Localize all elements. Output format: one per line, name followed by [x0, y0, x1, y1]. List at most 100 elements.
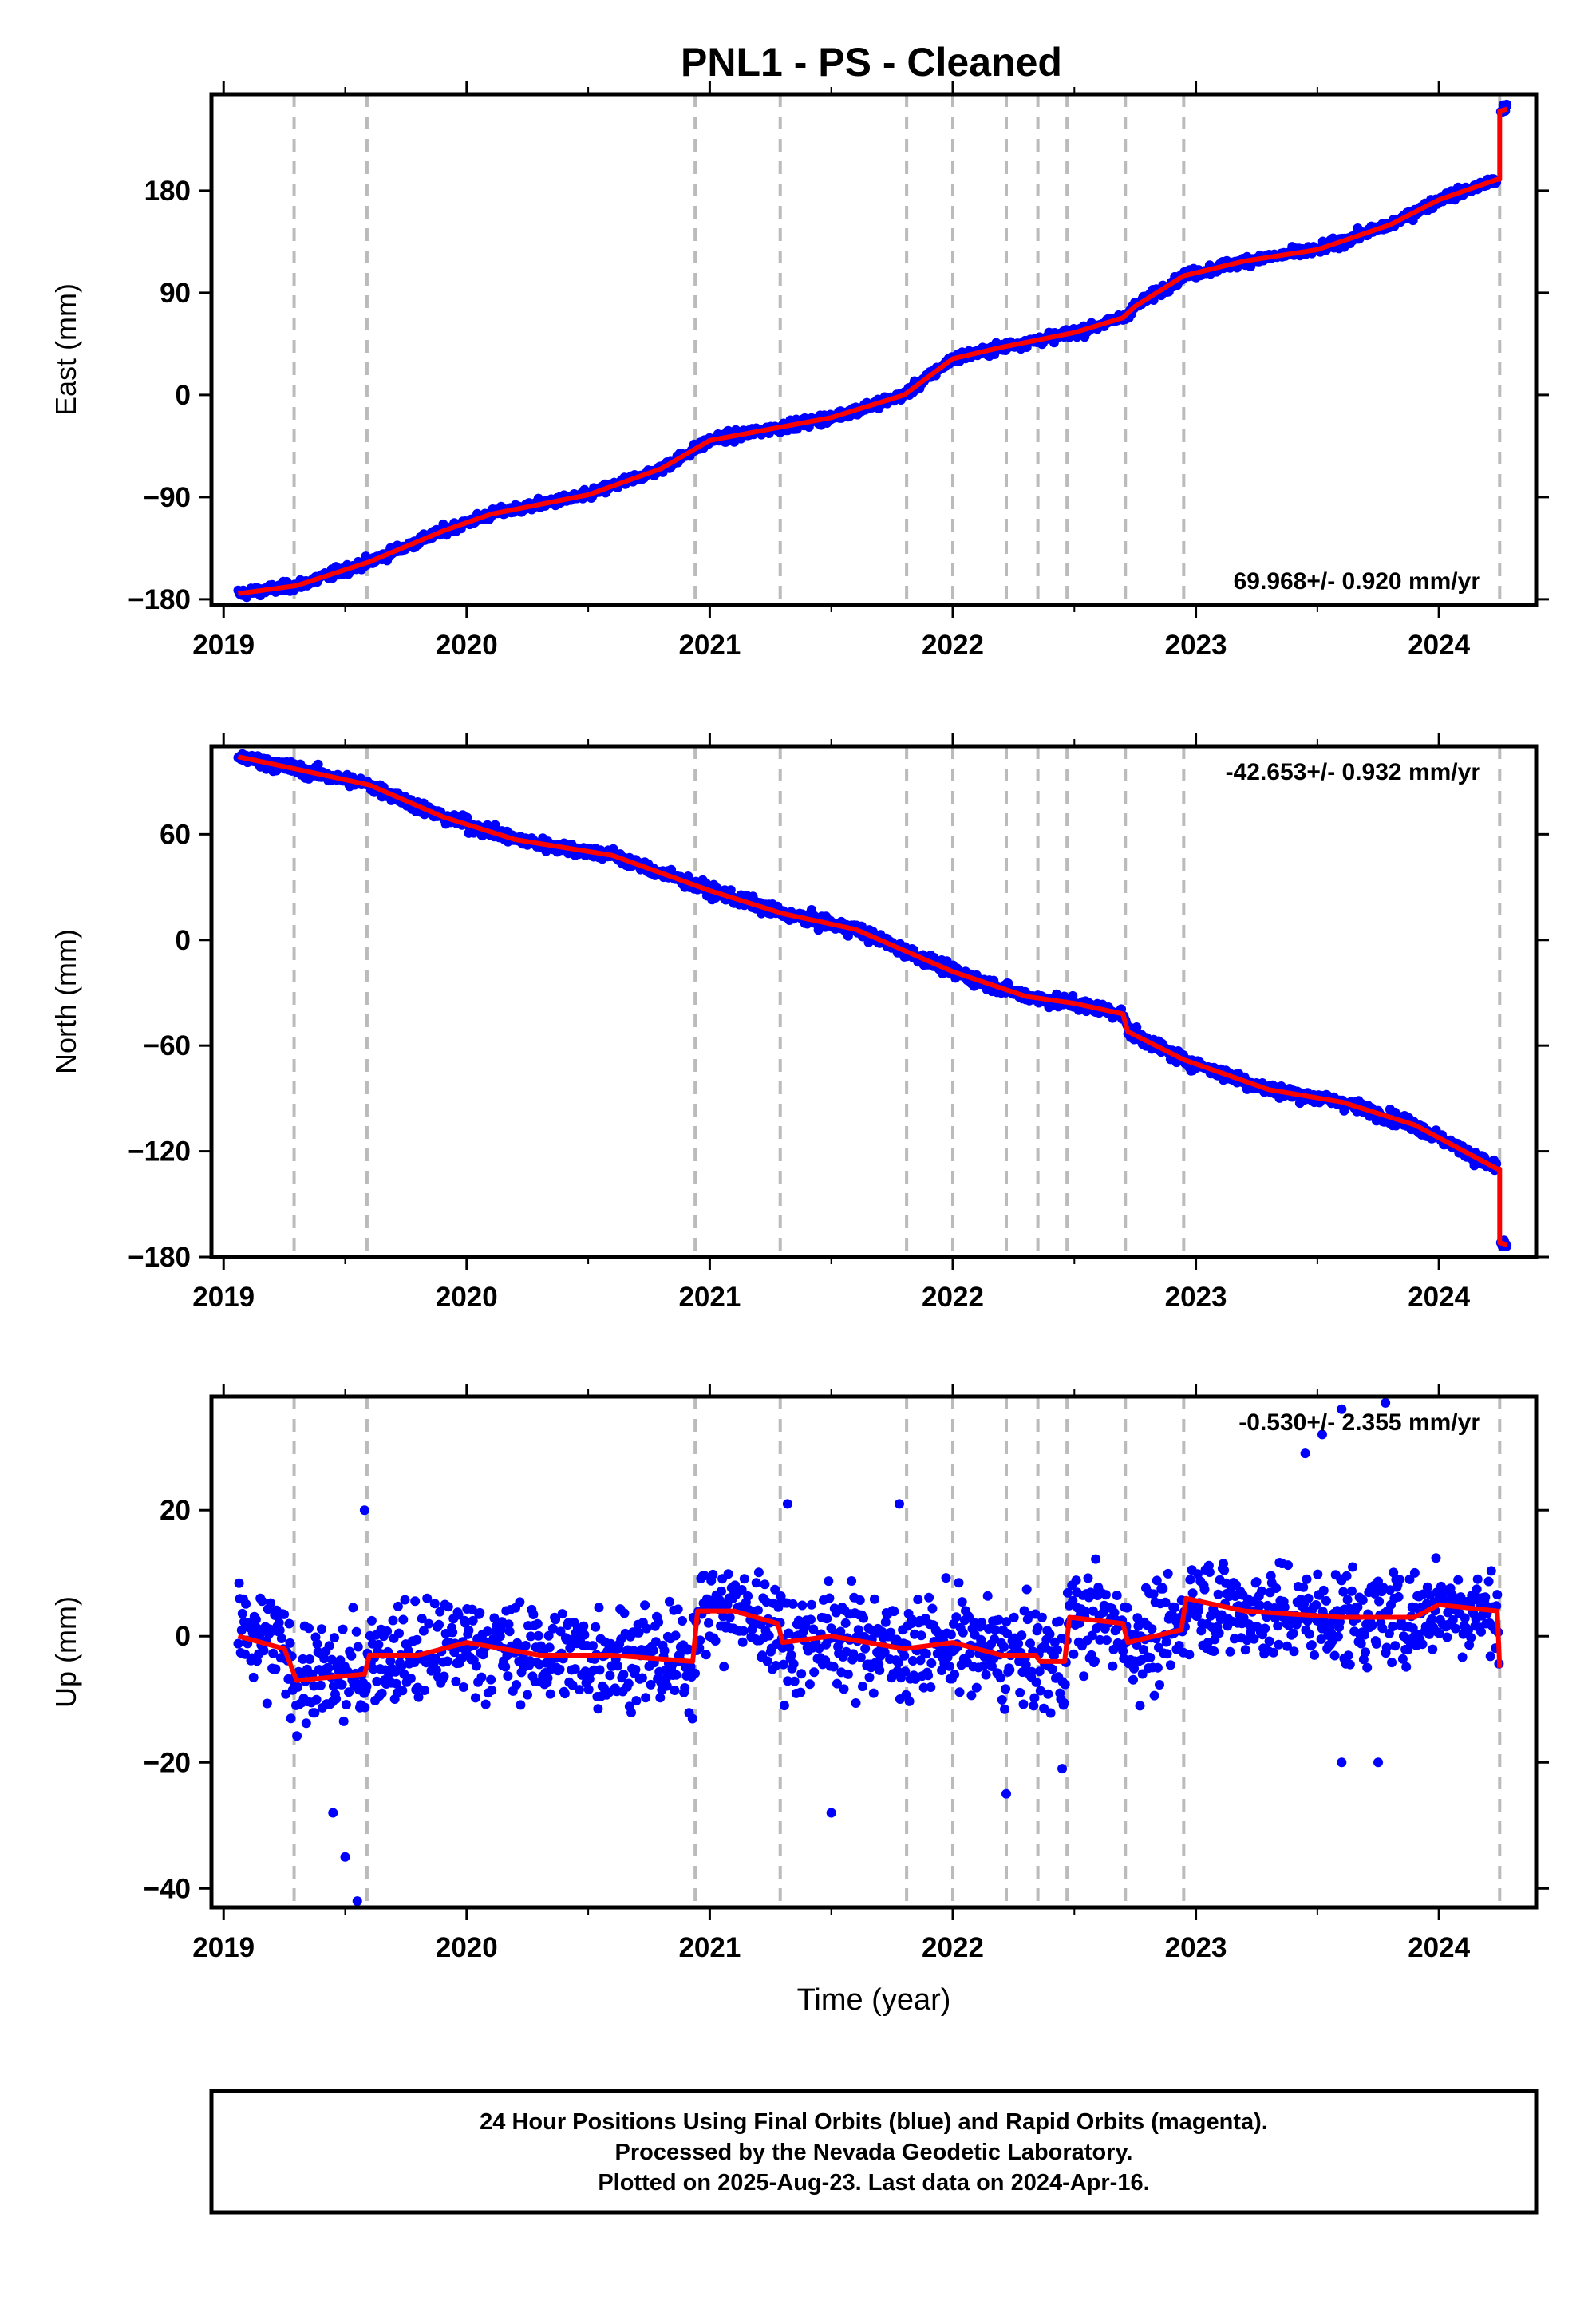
data-point-outlier	[1001, 1788, 1011, 1799]
data-point	[753, 1567, 764, 1578]
data-point	[1492, 1590, 1503, 1600]
data-point	[1428, 1644, 1438, 1654]
data-point	[312, 1639, 322, 1649]
data-point	[1321, 1595, 1331, 1606]
data-point	[904, 1696, 915, 1706]
data-point	[516, 1700, 526, 1710]
y-tick-label: 0	[176, 925, 191, 956]
data-point	[1394, 1575, 1404, 1585]
data-point	[1356, 1638, 1366, 1649]
data-point	[1457, 1652, 1468, 1662]
data-point	[958, 1627, 968, 1638]
data-point	[1302, 1574, 1312, 1584]
data-point	[613, 1661, 622, 1671]
x-tick-label: 2019	[192, 1282, 255, 1313]
data-point	[398, 1614, 409, 1625]
data-point	[575, 1685, 584, 1695]
data-point	[1348, 1562, 1357, 1572]
data-point	[981, 1670, 991, 1680]
data-point	[1122, 1603, 1132, 1613]
data-point	[1135, 1701, 1145, 1711]
data-point	[824, 1576, 834, 1587]
data-point	[1466, 1633, 1476, 1642]
data-point	[579, 1630, 590, 1640]
data-point	[476, 1672, 487, 1682]
data-point	[1161, 1637, 1171, 1647]
plot-frame	[209, 744, 1539, 1259]
data-point-outlier	[328, 1808, 338, 1818]
data-point	[257, 1596, 267, 1607]
data-point	[982, 1591, 993, 1601]
data-point	[1431, 1553, 1441, 1563]
data-point	[366, 1615, 377, 1626]
data-point	[623, 1678, 634, 1689]
data-point	[348, 1603, 358, 1613]
model-line	[238, 106, 1508, 596]
data-point	[779, 1701, 789, 1711]
data-point	[337, 1679, 347, 1690]
data-point	[642, 1623, 652, 1634]
x-tick-label: 2022	[922, 630, 984, 661]
data-point	[1251, 1577, 1262, 1587]
data-point-outlier	[826, 1808, 836, 1818]
data-point	[323, 1663, 334, 1674]
data-point	[317, 1624, 326, 1634]
data-point	[234, 1578, 244, 1588]
data-point	[1303, 1593, 1314, 1603]
data-point	[626, 1708, 636, 1717]
data-point	[515, 1597, 525, 1607]
data-point	[1472, 1574, 1483, 1584]
data-point	[305, 1654, 315, 1664]
data-point	[475, 1607, 485, 1618]
data-point	[739, 1574, 749, 1584]
x-tick-label: 2019	[192, 630, 255, 661]
data-point	[311, 1694, 322, 1705]
data-point	[1184, 1650, 1195, 1660]
data-point	[1152, 1662, 1163, 1673]
data-point	[764, 1630, 774, 1641]
data-point	[412, 1634, 422, 1645]
data-point	[394, 1628, 404, 1638]
data-point	[1155, 1680, 1164, 1690]
data-point	[241, 1599, 251, 1609]
data-point	[796, 1669, 807, 1679]
data-point	[1100, 1590, 1111, 1600]
data-point	[504, 1626, 515, 1637]
data-point	[1390, 1641, 1400, 1651]
y-tick-label: −180	[128, 584, 191, 615]
data-point	[1045, 1708, 1056, 1718]
data-point	[637, 1673, 647, 1683]
data-point	[1017, 1630, 1027, 1641]
data-point	[595, 1665, 605, 1675]
data-point	[448, 1627, 458, 1638]
data-point	[286, 1713, 296, 1724]
data-point	[869, 1594, 879, 1604]
y-axis-label: North (mm)	[49, 929, 82, 1074]
data-point-outlier	[1381, 1397, 1391, 1408]
data-point-outlier	[894, 1499, 904, 1509]
data-point	[1090, 1656, 1100, 1666]
data-point	[1021, 1584, 1032, 1595]
data-point	[701, 1650, 711, 1660]
data-point	[822, 1614, 832, 1624]
data-point	[654, 1617, 664, 1627]
data-point-outlier	[359, 1505, 369, 1516]
x-tick-label: 2024	[1408, 630, 1470, 661]
data-point	[804, 1679, 815, 1690]
data-point	[1033, 1622, 1043, 1633]
data-point	[673, 1604, 683, 1614]
y-tick-label: −40	[144, 1873, 191, 1904]
y-tick-label: 60	[160, 819, 191, 850]
data-point	[717, 1586, 726, 1596]
data-point	[1015, 1687, 1025, 1697]
data-point	[1112, 1591, 1122, 1600]
x-tick-label: 2023	[1165, 630, 1227, 661]
data-point	[995, 1673, 1005, 1683]
data-point-outlier	[1057, 1764, 1068, 1774]
data-point	[1031, 1677, 1041, 1687]
data-point	[1053, 1645, 1063, 1655]
y-tick-label: 0	[176, 1621, 191, 1652]
data-point	[889, 1607, 899, 1617]
data-point	[916, 1630, 926, 1641]
data-point	[275, 1625, 285, 1635]
